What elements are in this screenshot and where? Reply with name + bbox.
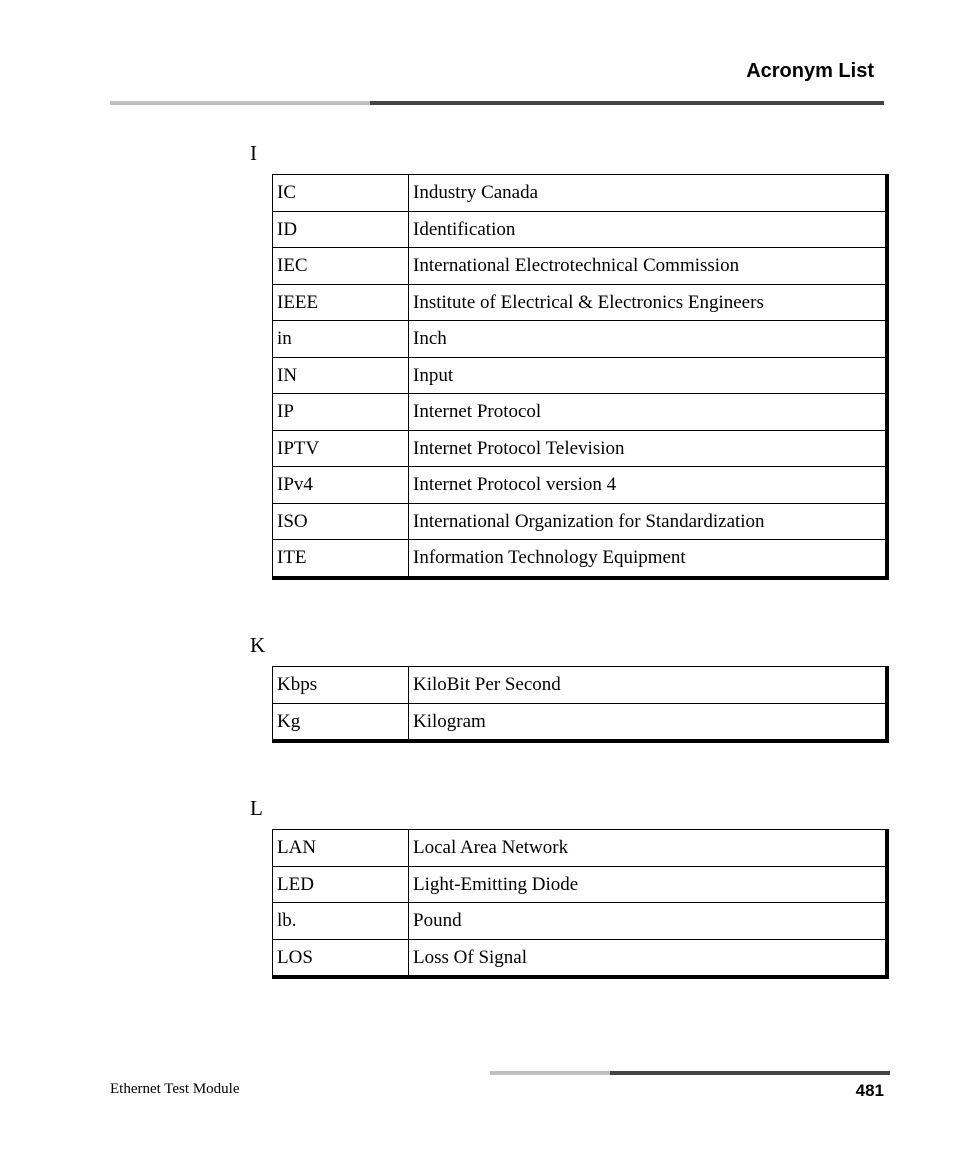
table-row: IPTVInternet Protocol Television: [273, 430, 886, 467]
header-rule-dark: [370, 101, 884, 105]
header-rule-grey: [110, 101, 370, 105]
term-cell: lb.: [273, 903, 409, 940]
term-cell: ITE: [273, 540, 409, 577]
def-cell: Local Area Network: [409, 830, 886, 867]
acronym-table-K: KbpsKiloBit Per Second KgKilogram: [272, 666, 886, 740]
term-cell: LOS: [273, 939, 409, 976]
table-row: LANLocal Area Network: [273, 830, 886, 867]
table-row: ISOInternational Organization for Standa…: [273, 503, 886, 540]
table-row: ICIndustry Canada: [273, 175, 886, 212]
def-cell: Input: [409, 357, 886, 394]
section-K: K KbpsKiloBit Per Second KgKilogram: [110, 633, 884, 748]
table-wrap: ICIndustry Canada IDIdentification IECIn…: [272, 174, 889, 580]
section-letter: I: [250, 141, 884, 166]
section-I: I ICIndustry Canada IDIdentification IEC…: [110, 141, 884, 585]
table-row: LEDLight-Emitting Diode: [273, 866, 886, 903]
table-row: IDIdentification: [273, 211, 886, 248]
def-cell: Internet Protocol version 4: [409, 467, 886, 504]
table-row: LOSLoss Of Signal: [273, 939, 886, 976]
def-cell: Information Technology Equipment: [409, 540, 886, 577]
section-L: L LANLocal Area Network LEDLight-Emittin…: [110, 796, 884, 984]
footer-rule-dark: [610, 1071, 890, 1075]
term-cell: IP: [273, 394, 409, 431]
footer-rule: [110, 1071, 884, 1075]
table-row: inInch: [273, 321, 886, 358]
table-row: IECInternational Electrotechnical Commis…: [273, 248, 886, 285]
table-row: INInput: [273, 357, 886, 394]
term-cell: Kbps: [273, 667, 409, 704]
def-cell: International Electrotechnical Commissio…: [409, 248, 886, 285]
term-cell: ISO: [273, 503, 409, 540]
header-rule: [110, 101, 884, 105]
term-cell: Kg: [273, 703, 409, 740]
table-wrap: KbpsKiloBit Per Second KgKilogram: [272, 666, 889, 743]
table-wrap: LANLocal Area Network LEDLight-Emitting …: [272, 829, 889, 979]
def-cell: Inch: [409, 321, 886, 358]
def-cell: Internet Protocol: [409, 394, 886, 431]
term-cell: LED: [273, 866, 409, 903]
term-cell: LAN: [273, 830, 409, 867]
term-cell: IEC: [273, 248, 409, 285]
def-cell: Industry Canada: [409, 175, 886, 212]
acronym-table-L: LANLocal Area Network LEDLight-Emitting …: [272, 829, 886, 976]
table-row: IEEEInstitute of Electrical & Electronic…: [273, 284, 886, 321]
section-letter: L: [250, 796, 884, 821]
def-cell: Kilogram: [409, 703, 886, 740]
table-row: KbpsKiloBit Per Second: [273, 667, 886, 704]
term-cell: ID: [273, 211, 409, 248]
def-cell: Loss Of Signal: [409, 939, 886, 976]
def-cell: Internet Protocol Television: [409, 430, 886, 467]
footer-line: Ethernet Test Module 481: [110, 1081, 884, 1101]
def-cell: Light-Emitting Diode: [409, 866, 886, 903]
table-row: lb.Pound: [273, 903, 886, 940]
term-cell: IEEE: [273, 284, 409, 321]
table-row: KgKilogram: [273, 703, 886, 740]
term-cell: IC: [273, 175, 409, 212]
section-letter: K: [250, 633, 884, 658]
term-cell: IPTV: [273, 430, 409, 467]
def-cell: Pound: [409, 903, 886, 940]
term-cell: in: [273, 321, 409, 358]
term-cell: IPv4: [273, 467, 409, 504]
table-row: IPInternet Protocol: [273, 394, 886, 431]
def-cell: Institute of Electrical & Electronics En…: [409, 284, 886, 321]
page-footer: Ethernet Test Module 481: [110, 1071, 884, 1101]
term-cell: IN: [273, 357, 409, 394]
page-title: Acronym List: [110, 60, 884, 83]
acronym-table-I: ICIndustry Canada IDIdentification IECIn…: [272, 174, 886, 577]
footer-page-number: 481: [856, 1081, 884, 1101]
def-cell: KiloBit Per Second: [409, 667, 886, 704]
page: Acronym List I ICIndustry Canada IDIdent…: [0, 0, 954, 1159]
table-row: IPv4Internet Protocol version 4: [273, 467, 886, 504]
def-cell: International Organization for Standardi…: [409, 503, 886, 540]
def-cell: Identification: [409, 211, 886, 248]
table-row: ITEInformation Technology Equipment: [273, 540, 886, 577]
footer-rule-grey: [490, 1071, 610, 1075]
footer-doc-name: Ethernet Test Module: [110, 1081, 239, 1101]
